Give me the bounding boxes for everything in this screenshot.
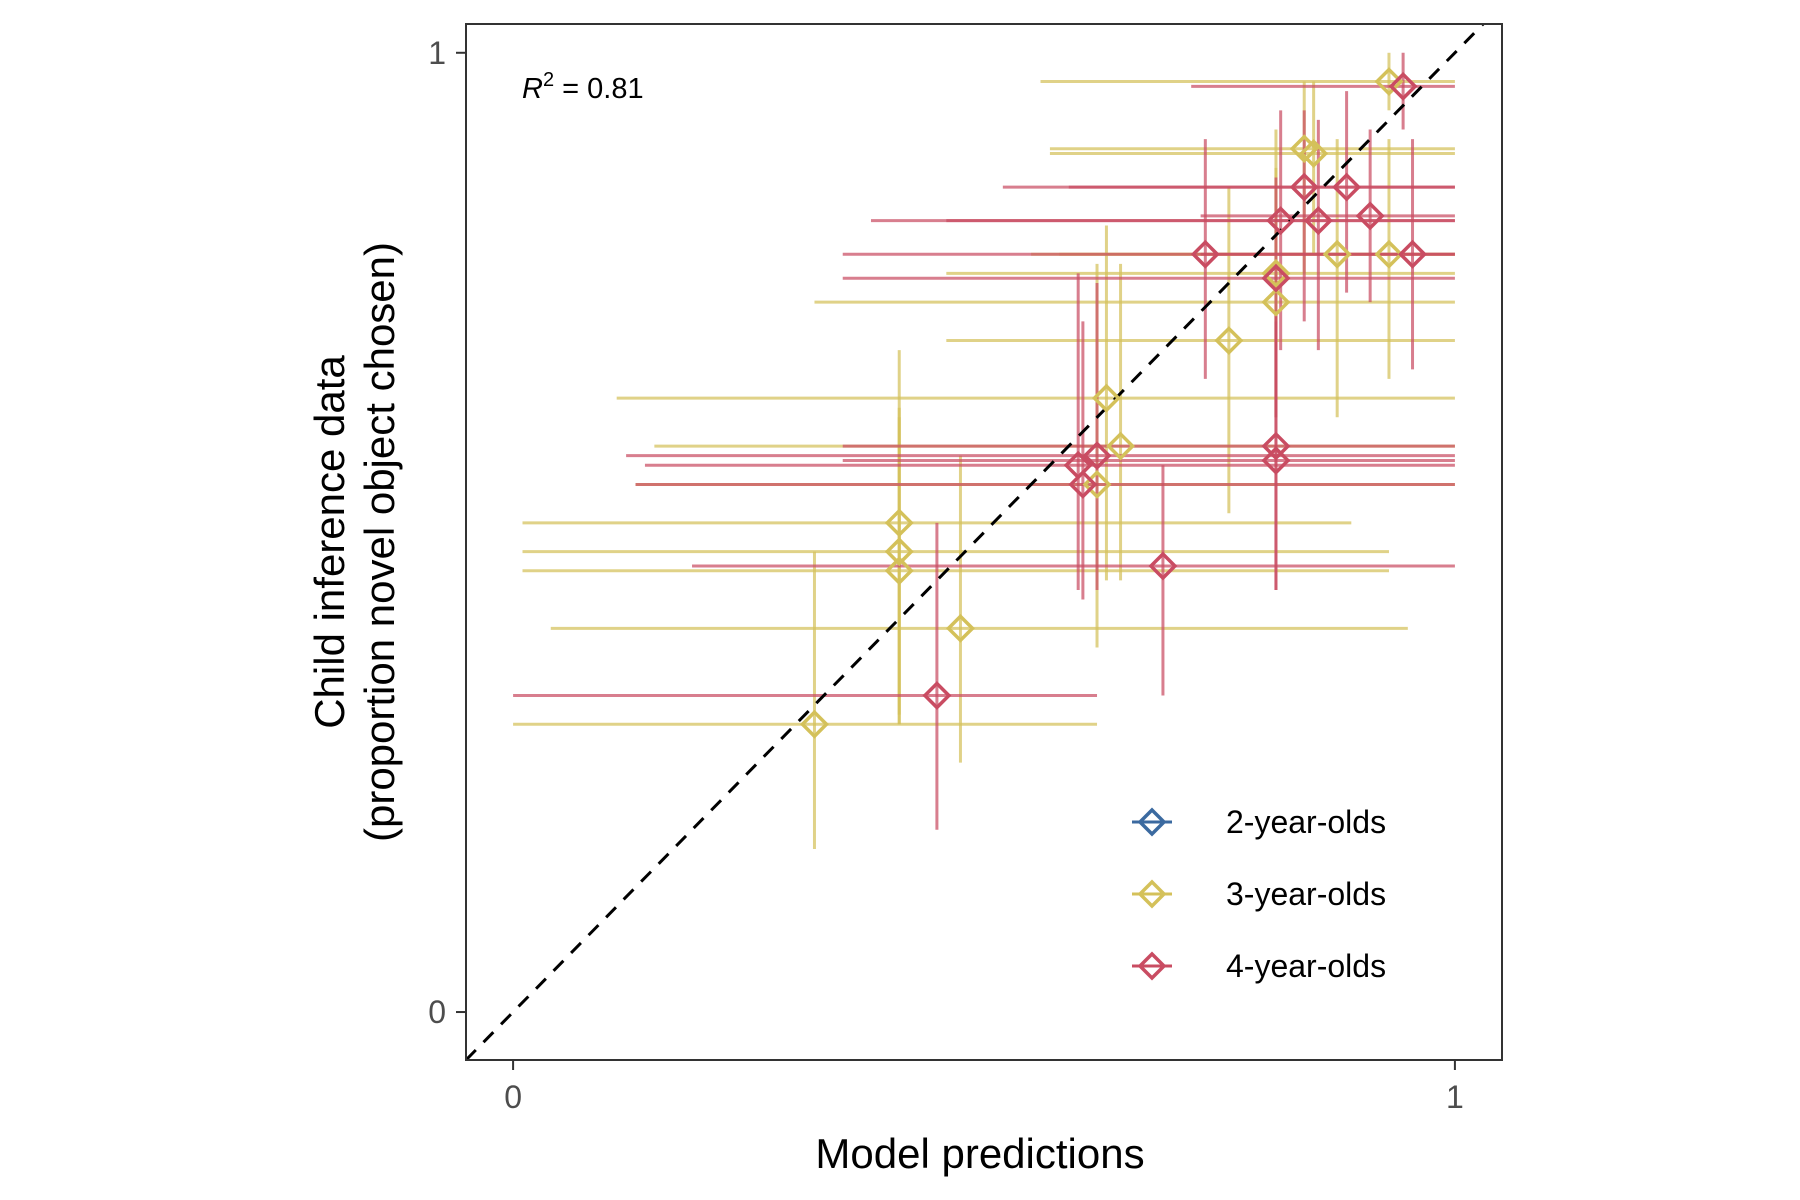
x-tick-label-0: 0 [504, 1079, 522, 1115]
y-tick-label-1: 1 [428, 35, 446, 71]
legend-label-0: 2-year-olds [1226, 804, 1386, 840]
point-1-8 [1214, 326, 1244, 356]
r-squared-annotation: R2 = 0.81 [522, 69, 644, 105]
point-2-5 [1190, 239, 1220, 269]
point-2-10 [1289, 172, 1319, 202]
point-1-13 [1322, 239, 1352, 269]
x-axis-title: Model predictions [815, 1130, 1144, 1177]
point-1-10 [1261, 258, 1291, 288]
point-2-13 [1355, 201, 1385, 231]
point-2-3 [1082, 441, 1112, 471]
point-2-0 [922, 681, 952, 710]
point-2-12 [1332, 172, 1362, 202]
y-axis-title-line-1: Child inference data [306, 355, 353, 729]
point-2-4 [1148, 551, 1178, 581]
identity-reference-line [466, 24, 1486, 1060]
legend: 2-year-olds 3-year-olds 4-year-olds [1132, 804, 1386, 984]
point-2-9 [1266, 206, 1296, 236]
legend-key-marker-2 [1137, 951, 1167, 981]
point-2-11 [1303, 206, 1333, 236]
y-tick-label-0: 0 [428, 994, 446, 1030]
point-2-2 [1068, 469, 1098, 499]
point-1-15 [1374, 67, 1404, 97]
point-1-4 [945, 613, 975, 643]
error-bars-layer [513, 52, 1455, 849]
legend-key-marker-1 [1137, 879, 1167, 909]
point-2-15 [1398, 239, 1428, 269]
point-2-7 [1261, 431, 1291, 461]
point-1-0 [799, 709, 829, 739]
point-1-12 [1299, 139, 1329, 168]
point-1-3 [884, 508, 914, 538]
point-1-6 [1091, 383, 1121, 413]
point-2-6 [1261, 445, 1291, 475]
plot-panel-background [466, 24, 1502, 1060]
axes-layer: 0 1 0 1 [428, 35, 1464, 1115]
point-1-9 [1261, 287, 1291, 317]
legend-label-1: 3-year-olds [1226, 876, 1386, 912]
x-tick-label-1: 1 [1446, 1079, 1464, 1115]
point-1-7 [1106, 431, 1136, 461]
legend-key-marker-0 [1137, 807, 1167, 837]
legend-label-2: 4-year-olds [1226, 948, 1386, 984]
y-axis-title-line-2: (proportion novel object chosen) [356, 242, 403, 842]
points-layer [799, 67, 1428, 739]
y-axis-title: Child inference data (proportion novel o… [306, 242, 403, 842]
point-2-14 [1388, 71, 1418, 101]
plot-panel-border [465, 23, 1503, 1061]
point-1-2 [884, 537, 914, 567]
point-2-8 [1261, 263, 1291, 293]
point-1-1 [884, 556, 914, 586]
point-1-14 [1374, 239, 1404, 269]
